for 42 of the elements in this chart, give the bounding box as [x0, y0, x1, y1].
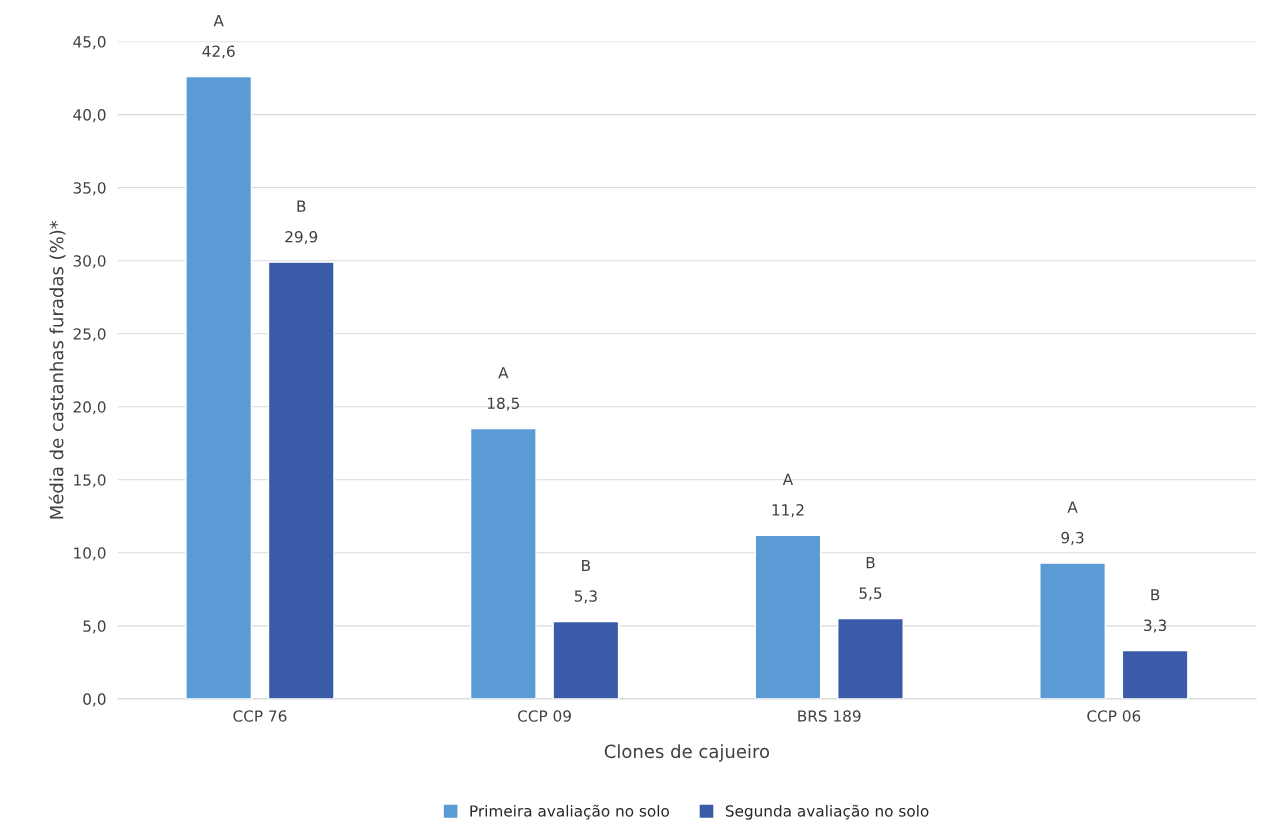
bar [1121, 649, 1189, 699]
y-tick-label: 5,0 [83, 620, 106, 634]
y-tick-label: 0,0 [83, 693, 106, 707]
y-tick-label: 45,0 [73, 36, 106, 50]
annotation: B [582, 559, 591, 572]
bar [185, 75, 253, 699]
x-tick-label: CCP 06 [1087, 710, 1141, 722]
legend-label: Segunda avaliação no solo [725, 804, 929, 820]
annotation: A [782, 473, 794, 485]
data-label: 5,5 [859, 587, 882, 601]
text: A [213, 15, 224, 27]
annotation: B [866, 557, 875, 569]
annotation: A [1067, 501, 1078, 513]
bar [754, 534, 822, 699]
data-label: 5,3 [574, 590, 597, 604]
x-axis-title: Clones de cajueiro [604, 744, 770, 762]
bar [837, 617, 904, 699]
y-tick-label: 30,0 [73, 255, 106, 269]
data-label: 11,2 [772, 504, 804, 518]
bar [552, 620, 620, 699]
y-axis-title: Média de castanhas furadas (%)* [48, 220, 66, 519]
y-tick-label: 10,0 [74, 547, 106, 561]
data-label: 18,5 [487, 397, 519, 411]
x-tick-label: CCP 09 [518, 710, 571, 722]
annotation: A [498, 367, 509, 379]
y-tick-label: 20,0 [73, 401, 106, 415]
bar [469, 427, 537, 699]
y-tick-label: 35,0 [73, 182, 106, 196]
y-tick-label: 25,0 [73, 328, 106, 342]
x-tick-label: CCP 76 [233, 710, 287, 722]
x-tick-label: BRS 189 [798, 710, 861, 722]
y-tick-label: 40,0 [73, 109, 106, 123]
data-label: 3,3 [1144, 619, 1167, 633]
annotation: B [1151, 589, 1160, 601]
bar [267, 261, 335, 699]
bar [1039, 562, 1106, 699]
legend-label: Primeira avaliação no solo [470, 804, 669, 820]
data-label: 29,9 [285, 230, 318, 245]
y-tick-label: 15,0 [74, 474, 106, 488]
data-label: 9,3 [1061, 531, 1084, 545]
data-label: 42,6 [202, 45, 235, 59]
annotation: B [297, 200, 306, 212]
